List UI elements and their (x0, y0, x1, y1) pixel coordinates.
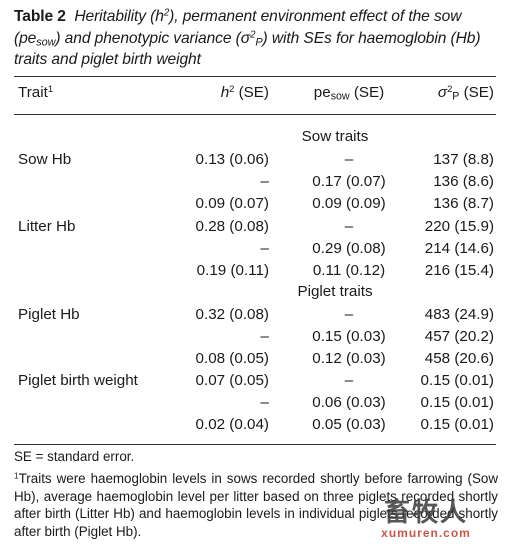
table-label: Table 2 (14, 8, 66, 25)
header-rule (14, 114, 496, 115)
row-pe-sow: 0.05 (0.03) (312, 416, 386, 433)
table-row: 0.09 (0.07) 0.09 (0.09) 136 (8.7) (14, 193, 496, 215)
table-row: 0.19 (0.11) 0.11 (0.12) 216 (15.4) (14, 260, 496, 282)
table-row: – 0.29 (0.08) 214 (14.6) (14, 238, 496, 260)
row-phenotypic-variance: 136 (8.7) (433, 195, 494, 212)
row-phenotypic-variance: 457 (20.2) (424, 328, 494, 345)
section-sow-traits: Sow traits (301, 128, 369, 145)
row-phenotypic-variance: 0.15 (0.01) (420, 394, 494, 411)
row-pe-sow: 0.12 (0.03) (312, 350, 386, 367)
watermark-chinese: 畜牧人 (383, 497, 468, 527)
row-trait: Piglet birth weight (18, 372, 138, 389)
row-phenotypic-variance: 214 (14.6) (424, 240, 494, 257)
row-heritability: 0.19 (0.11) (196, 262, 269, 279)
table-header: Trait1 h2 (SE) pesow (SE) σ2P (SE) (14, 82, 496, 104)
row-trait: Litter Hb (18, 218, 76, 235)
bottom-rule (14, 444, 496, 445)
row-pe-sow: 0.29 (0.08) (312, 240, 386, 257)
row-heritability: 0.09 (0.07) (195, 195, 269, 212)
row-heritability: 0.13 (0.06) (195, 151, 269, 168)
row-pe-sow: 0.15 (0.03) (312, 328, 386, 345)
row-phenotypic-variance: 483 (24.9) (424, 306, 494, 323)
row-heritability: – (260, 173, 269, 190)
footnote-1: 1Traits were haemoglobin levels in sows … (14, 470, 498, 539)
row-pe-sow: – (344, 372, 354, 389)
row-pe-sow: – (344, 218, 354, 235)
table-row: – 0.06 (0.03) 0.15 (0.01) (14, 392, 496, 414)
header-trait: Trait1 (18, 82, 54, 101)
row-heritability: 0.07 (0.05) (195, 372, 269, 389)
row-heritability: 0.08 (0.05) (195, 350, 269, 367)
row-pe-sow: – (344, 306, 354, 323)
row-heritability: 0.32 (0.08) (195, 306, 269, 323)
row-pe-sow: 0.09 (0.09) (312, 195, 386, 212)
table-row: Piglet birth weight 0.07 (0.05) – 0.15 (0.0… (14, 370, 496, 392)
row-phenotypic-variance: 136 (8.6) (433, 173, 494, 190)
table-row: – 0.15 (0.03) 457 (20.2) (14, 326, 496, 348)
row-heritability: – (260, 240, 269, 257)
row-pe-sow: 0.11 (0.12) (312, 262, 386, 279)
row-phenotypic-variance: 0.15 (0.01) (420, 416, 494, 433)
row-phenotypic-variance: 216 (15.4) (424, 262, 494, 279)
top-rule (14, 76, 496, 77)
watermark-logo: 畜牧人 xumuren.com (350, 498, 502, 542)
row-pe-sow: 0.06 (0.03) (312, 394, 386, 411)
table-row: Piglet Hb 0.32 (0.08) – 483 (24.9) (14, 304, 496, 326)
table-row: – 0.17 (0.07) 136 (8.6) (14, 171, 496, 193)
row-pe-sow: 0.17 (0.07) (312, 173, 386, 190)
row-phenotypic-variance: 220 (15.9) (424, 218, 494, 235)
table-title: Heritability (h2), permanent environment… (14, 7, 481, 68)
header-phenotypic-variance: σ2P (SE) (437, 82, 494, 103)
row-phenotypic-variance: 0.15 (0.01) (420, 372, 494, 389)
table-caption: Table 2 Heritability (h2), permanent env… (14, 6, 498, 71)
row-heritability: 0.28 (0.08) (195, 218, 269, 235)
table-row: Sow Hb 0.13 (0.06) – 137 (8.8) (14, 149, 496, 171)
row-trait: Sow Hb (18, 151, 72, 168)
section-piglet-traits: Piglet traits (297, 283, 373, 300)
header-pe-sow: pesow (SE) (313, 84, 385, 103)
row-trait: Piglet Hb (18, 306, 80, 323)
row-heritability: – (260, 328, 269, 345)
row-heritability: 0.02 (0.04) (195, 416, 269, 433)
row-phenotypic-variance: 137 (8.8) (433, 151, 494, 168)
table-row: 0.08 (0.05) 0.12 (0.03) 458 (20.6) (14, 348, 496, 370)
table-row: Litter Hb 0.28 (0.08) – 220 (15.9) (14, 216, 496, 238)
footnote-se: SE = standard error. (14, 449, 135, 464)
row-heritability: – (260, 394, 269, 411)
row-pe-sow: – (344, 151, 354, 168)
row-phenotypic-variance: 458 (20.6) (424, 350, 494, 367)
header-heritability: h2 (SE) (220, 82, 269, 101)
watermark-url: xumuren.com (381, 526, 471, 540)
table-row: 0.02 (0.04) 0.05 (0.03) 0.15 (0.01) (14, 414, 496, 436)
